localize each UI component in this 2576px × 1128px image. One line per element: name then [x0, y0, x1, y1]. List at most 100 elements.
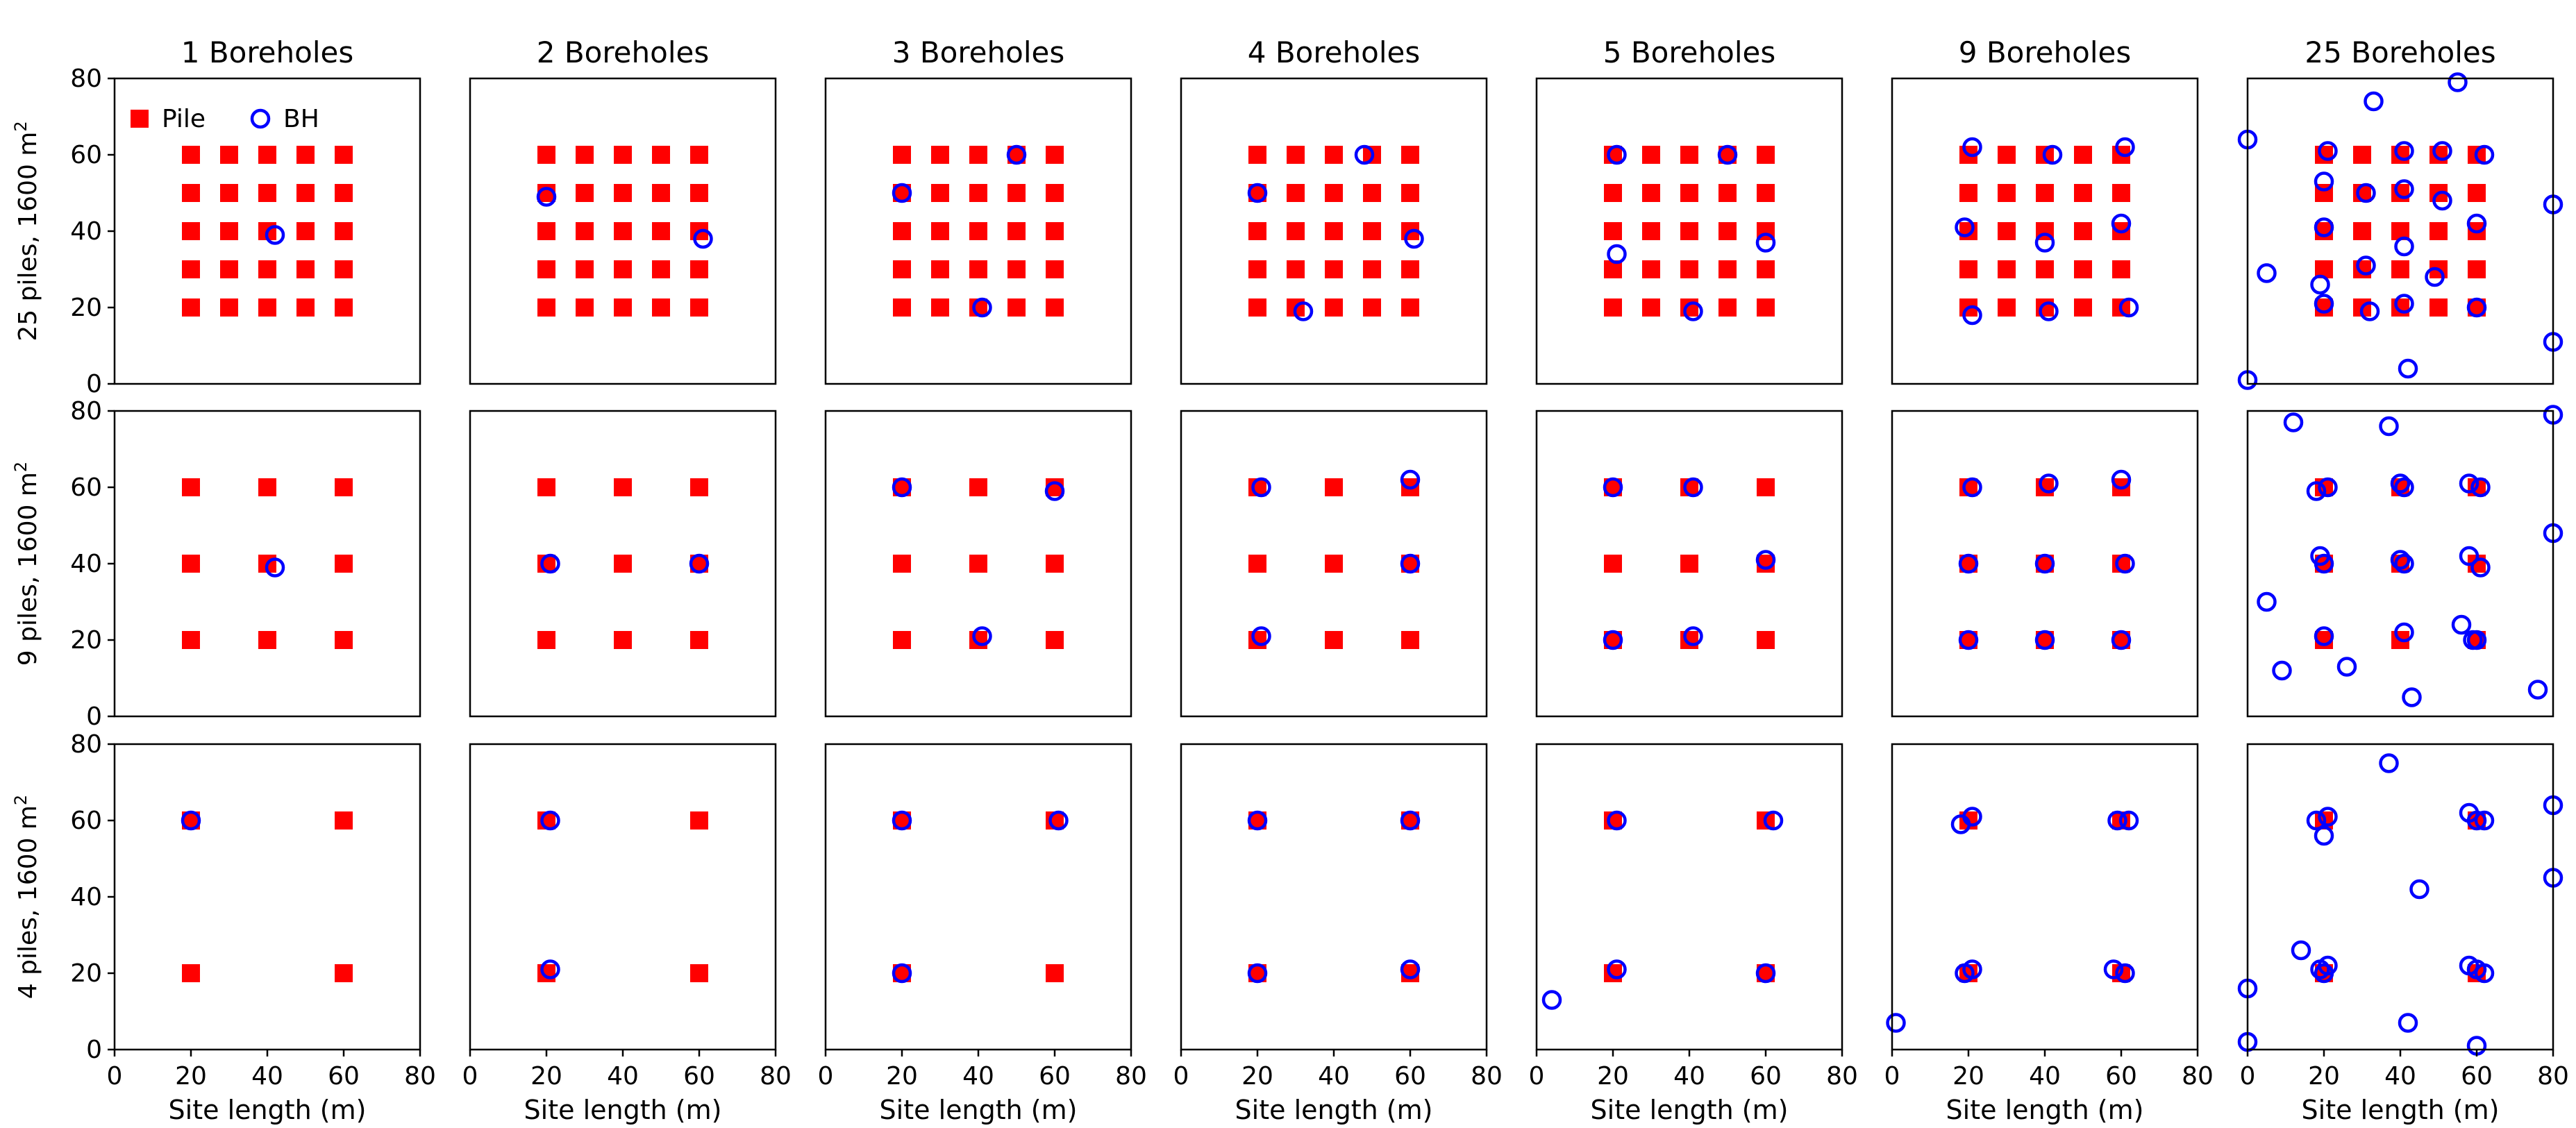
x-tick-label: 40 [251, 1062, 283, 1091]
borehole-marker [1404, 228, 1424, 249]
pile-marker [893, 222, 911, 240]
borehole-marker [2398, 1013, 2418, 1033]
pile-marker [690, 964, 708, 982]
x-tick-label: 20 [1952, 1062, 1984, 1091]
pile-marker [614, 260, 632, 278]
legend: Pile BH [131, 105, 319, 133]
pile-marker [690, 260, 708, 278]
pile-marker [296, 260, 315, 278]
pile-marker [1959, 184, 1977, 202]
y-tick-label: 20 [70, 626, 102, 655]
axes-frame [2246, 410, 2554, 718]
borehole-marker [892, 477, 912, 498]
borehole-marker [2314, 626, 2334, 646]
borehole-marker [1955, 217, 1975, 237]
pile-marker [1363, 260, 1381, 278]
pile-marker [893, 631, 911, 649]
pile-marker [1046, 298, 1064, 317]
column-title-4: 4 Boreholes [1248, 35, 1420, 69]
pile-marker [182, 260, 200, 278]
pile-marker [1680, 555, 1698, 573]
pile-marker [2112, 184, 2130, 202]
y-tick-label: 20 [70, 959, 102, 988]
pile-marker [931, 184, 949, 202]
pile-marker [931, 298, 949, 317]
pile-marker [2074, 260, 2092, 278]
legend-pile-label: Pile [162, 105, 206, 133]
x-tick-label: 40 [962, 1062, 994, 1091]
pile-marker [652, 298, 670, 317]
pile-marker [576, 298, 594, 317]
pile-marker [258, 260, 276, 278]
pile-marker [969, 146, 987, 164]
borehole-marker [2039, 473, 2059, 494]
borehole-marker [265, 557, 285, 578]
pile-marker [1248, 260, 1266, 278]
pile-marker [1325, 478, 1343, 496]
pile-marker [182, 631, 200, 649]
borehole-marker [2459, 473, 2479, 494]
y-tick-label: 0 [86, 702, 102, 731]
pile-marker [1680, 184, 1698, 202]
axes-frame [1535, 77, 1843, 385]
pile-marker [2315, 146, 2333, 164]
x-tick-label: 60 [683, 1062, 715, 1091]
subplot-r1-c7 [2237, 72, 2564, 390]
pile-marker [220, 184, 238, 202]
pile-marker [335, 298, 353, 317]
borehole-marker [689, 553, 710, 574]
borehole-marker [2318, 955, 2338, 976]
subplot-r3-c1: 0 20 40 60 80 0 20 40 60 80 Site length (m) [70, 730, 436, 1125]
borehole-marker [1962, 477, 1982, 498]
pile-marker [296, 298, 315, 317]
pile-marker [969, 478, 987, 496]
y-tick-label: 80 [70, 65, 102, 93]
subplot-r3-c7: 0 20 40 60 80 Site length (m) [2237, 743, 2569, 1125]
column-title-2: 2 Boreholes [537, 35, 709, 69]
x-tick-label: 60 [328, 1062, 360, 1091]
x-tick-label: 60 [2105, 1062, 2137, 1091]
pile-marker [1604, 184, 1622, 202]
borehole-marker [2394, 477, 2414, 498]
borehole-marker [2272, 660, 2292, 681]
pile-marker [537, 298, 555, 317]
borehole-marker [2039, 301, 2059, 321]
pile-marker [1401, 260, 1419, 278]
pile-marker [537, 478, 555, 496]
borehole-marker [2356, 183, 2376, 203]
pile-marker [1046, 964, 1064, 982]
borehole-marker [2459, 546, 2479, 566]
borehole-marker [181, 810, 201, 831]
subplot-r3-c6: 0 20 40 60 80 Site length (m) [1884, 743, 2214, 1125]
borehole-marker [2409, 879, 2429, 900]
pile-marker [969, 184, 987, 202]
borehole-marker [2451, 614, 2472, 635]
borehole-marker [1006, 144, 1027, 165]
pile-marker [220, 298, 238, 317]
x-tick-label: 0 [1173, 1062, 1189, 1091]
pile-marker [335, 811, 353, 830]
row-labels: 25 piles, 1600 m2 9 piles, 1600 m2 4 pil… [11, 121, 42, 999]
pile-marker [1757, 298, 1775, 317]
borehole-marker [2356, 255, 2376, 276]
borehole-marker [892, 810, 912, 831]
y-tick-label: 20 [70, 294, 102, 322]
pile-marker [893, 260, 911, 278]
pile-marker [1007, 260, 1026, 278]
borehole-marker [1247, 183, 1268, 203]
borehole-marker [2425, 267, 2445, 287]
subplot-r1-c3 [824, 77, 1132, 385]
borehole-marker [540, 959, 560, 979]
borehole-marker [2111, 213, 2132, 234]
subplot-r2-c5 [1535, 410, 1843, 718]
pile-marker [2391, 184, 2409, 202]
pile-marker [2353, 260, 2371, 278]
pile-marker [1248, 222, 1266, 240]
borehole-marker [1755, 550, 1776, 570]
pile-marker [258, 478, 276, 496]
borehole-marker [2359, 301, 2380, 321]
pile-marker [1401, 184, 1419, 202]
borehole-marker [1293, 301, 1314, 321]
pile-marker [1363, 184, 1381, 202]
pile-marker [537, 260, 555, 278]
